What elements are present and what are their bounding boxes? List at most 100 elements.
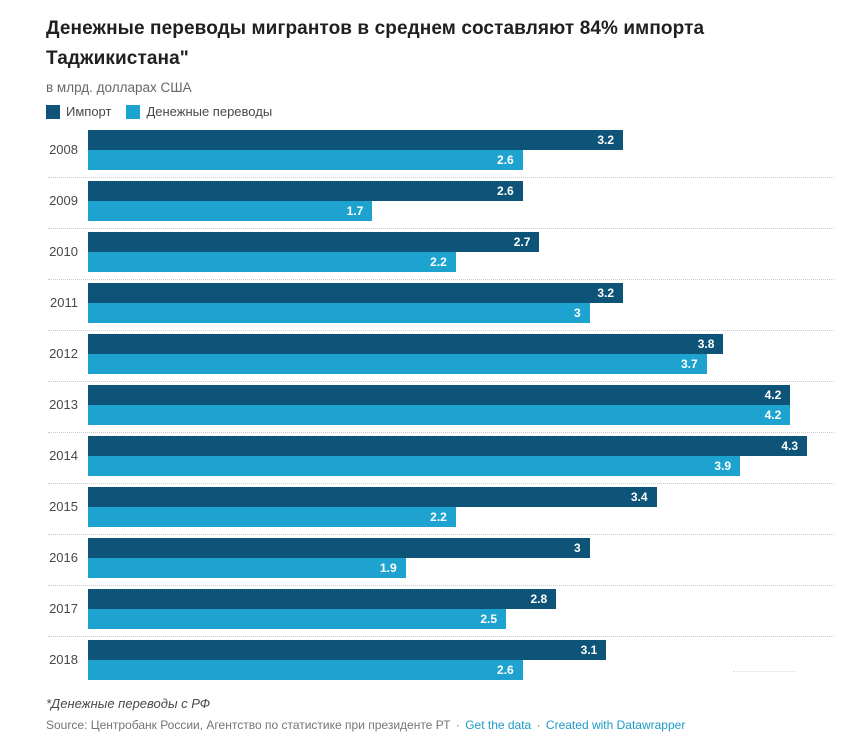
bar-group: 3.4 2.2: [88, 487, 807, 527]
bar-value-label: 3.2: [597, 133, 615, 147]
chart-row: 2014 4.3 3.9: [46, 436, 834, 476]
import-bar: 4.2: [88, 385, 791, 405]
import-bar: 2.6: [88, 181, 523, 201]
year-label: 2012: [49, 346, 78, 361]
bar-value-label: 3: [573, 306, 581, 320]
year-label: 2015: [49, 499, 78, 514]
remittances-bar: 2.2: [88, 252, 456, 272]
row-separator: [48, 330, 834, 331]
legend-item: Денежные переводы: [126, 104, 272, 119]
chart-title: Денежные переводы мигрантов в среднем со…: [46, 18, 705, 69]
year-label: 2013: [49, 397, 78, 412]
source-line: Source: Центробанк России, Агентство по …: [46, 718, 834, 732]
chart-row: 2017 2.8 2.5: [46, 589, 834, 629]
year-label: 2018: [49, 652, 78, 667]
year-label: 2014: [49, 448, 78, 463]
chart-row: 2015 3.4 2.2: [46, 487, 834, 527]
remittances-bar: 1.7: [88, 201, 373, 221]
row-separator: [48, 432, 834, 433]
remittances-bar: 3.9: [88, 456, 741, 476]
row-separator: [48, 279, 834, 280]
bar-value-label: 3: [573, 541, 581, 555]
get-the-data-link[interactable]: Get the data: [465, 718, 532, 732]
remittances-bar: 3: [88, 303, 590, 323]
partial-row-separator: [733, 671, 795, 672]
bar-group: 2.6 1.7: [88, 181, 807, 221]
bar-value-label: 4.3: [781, 439, 798, 453]
bar-value-label: 3.2: [597, 286, 615, 300]
bar-group: 2.8 2.5: [88, 589, 807, 629]
chart-row: 2011 3.2 3: [46, 283, 834, 323]
chart-row: 2016 3 1.9: [46, 538, 834, 578]
import-bar: 3.4: [88, 487, 657, 507]
chart-row: 2012 3.8 3.7: [46, 334, 834, 374]
bar-value-label: 1.9: [380, 561, 397, 575]
import-bar: 2.8: [88, 589, 557, 609]
chart-row: 2008 3.2 2.6: [46, 130, 834, 170]
year-label: 2009: [49, 193, 78, 208]
import-bar: 4.3: [88, 436, 807, 456]
legend: Импорт Денежные переводы: [46, 104, 834, 119]
year-label: 2017: [49, 601, 78, 616]
bar-value-label: 2.2: [430, 255, 447, 269]
remittances-bar: 3.7: [88, 354, 707, 374]
bar-group: 4.2 4.2: [88, 385, 807, 425]
bar-value-label: 3.7: [680, 357, 698, 371]
remittances-bar: 4.2: [88, 405, 791, 425]
year-label: 2011: [50, 295, 78, 310]
bar-value-label: 3.9: [714, 459, 732, 473]
chart-row: 2013 4.2 4.2: [46, 385, 834, 425]
row-separator: [48, 381, 834, 382]
year-label: 2010: [49, 244, 78, 259]
datawrapper-credit-link[interactable]: Created with Datawrapper: [545, 718, 686, 732]
source-label: Source:: [46, 718, 88, 732]
import-bar: 3: [88, 538, 590, 558]
bar-value-label: 3.8: [697, 337, 715, 351]
bar-group: 3 1.9: [88, 538, 807, 578]
bar-value-label: 3.1: [580, 643, 598, 657]
bar-group: 3.2 3: [88, 283, 807, 323]
bar-group: 4.3 3.9: [88, 436, 807, 476]
legend-label: Денежные переводы: [146, 104, 273, 119]
remittances-bar: 2.5: [88, 609, 507, 629]
bar-value-label: 2.6: [497, 153, 514, 167]
chart-row: 2018 3.1 2.6: [46, 640, 834, 680]
bar-group: 3.1 2.6: [88, 640, 807, 680]
legend-swatch-import: [46, 104, 60, 119]
chart-subtitle: в млрд. долларах США: [46, 80, 192, 95]
import-bar: 2.7: [88, 232, 540, 252]
row-separator: [48, 534, 834, 535]
row-separator: [48, 228, 834, 229]
source-separator: ·: [455, 718, 460, 732]
remittances-bar: 2.6: [88, 660, 523, 680]
import-bar: 3.2: [88, 283, 624, 303]
import-bar: 3.2: [88, 130, 624, 150]
bar-value-label: 4.2: [764, 388, 782, 402]
bar-group: 3.8 3.7: [88, 334, 807, 374]
bar-value-label: 3.4: [630, 490, 648, 504]
legend-swatch-remittances: [126, 104, 141, 119]
remittances-bar: 2.6: [88, 150, 523, 170]
bar-value-label: 4.2: [764, 408, 782, 422]
footnote: *Денежные переводы с РФ: [46, 696, 211, 711]
bar-value-label: 1.7: [346, 204, 364, 218]
bar-value-label: 2.2: [430, 510, 447, 524]
source-text: Центробанк России, Агентство по статисти…: [90, 718, 451, 732]
remittances-bar: 2.2: [88, 507, 456, 527]
bar-value-label: 2.7: [513, 235, 531, 249]
source-separator: ·: [536, 718, 541, 732]
chart-row: 2009 2.6 1.7: [46, 181, 834, 221]
row-separator: [48, 483, 834, 484]
import-bar: 3.1: [88, 640, 607, 660]
legend-item: Импорт: [46, 104, 111, 119]
bar-value-label: 2.6: [497, 663, 514, 677]
chart-row: 2010 2.7 2.2: [46, 232, 834, 272]
bar-group: 3.2 2.6: [88, 130, 807, 170]
row-separator: [48, 585, 834, 586]
bar-value-label: 2.6: [497, 184, 514, 198]
bar-value-label: 2.8: [530, 592, 548, 606]
legend-label: Импорт: [66, 104, 112, 119]
bar-chart: 2008 3.2 2.6 2009 2.6 1.7 2010 2.7 2.2 2011 3.2 3 20…: [46, 130, 834, 680]
row-separator: [48, 636, 834, 637]
